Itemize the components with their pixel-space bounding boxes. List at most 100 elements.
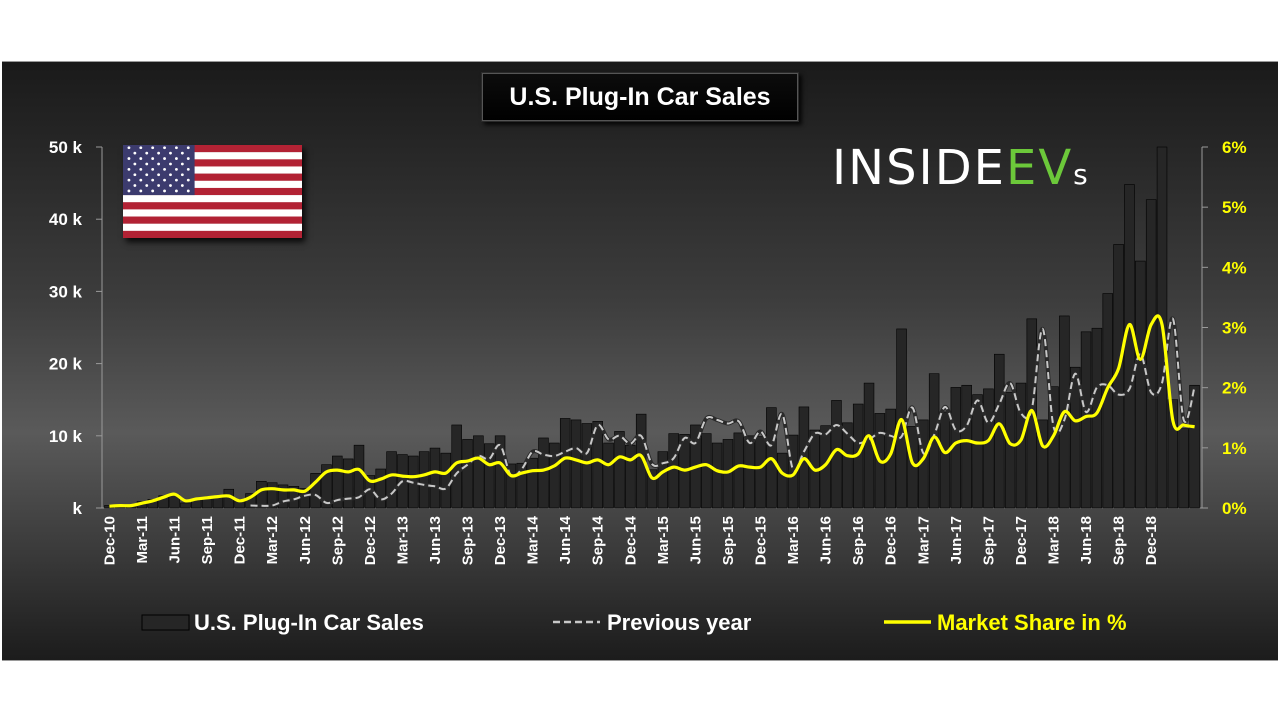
sales-bar [907, 426, 918, 509]
flag-star [169, 184, 172, 187]
flag-star [145, 173, 149, 177]
flag-star [175, 157, 178, 160]
sales-bar [657, 451, 669, 509]
flag-star [186, 189, 190, 193]
flag-star [151, 146, 155, 150]
flag-star [133, 173, 137, 177]
flag-star [127, 157, 131, 160]
flag-star [180, 151, 184, 155]
flag-star [169, 151, 172, 155]
x-tick-label: Dec-15 [753, 516, 770, 565]
x-tick-label: Jun-14 [557, 515, 574, 564]
sales-bar [505, 463, 517, 509]
sales-bar [1004, 392, 1016, 509]
sales-bar [527, 457, 538, 509]
sales-bar [635, 413, 647, 509]
x-tick-label: Jun-15 [687, 516, 704, 564]
flag-star [157, 173, 161, 177]
flag-stripe [123, 159, 302, 167]
sales-bar [1069, 366, 1081, 509]
left-tick-label: 30 k [49, 282, 83, 301]
sales-bar [603, 442, 614, 509]
sales-bar [321, 464, 332, 509]
left-tick-label: 20 k [49, 355, 83, 374]
sales-bar [842, 422, 853, 509]
flag-star [139, 178, 143, 182]
x-tick-label: Dec-12 [362, 516, 379, 565]
flag-star [127, 178, 131, 182]
flag-star [163, 146, 166, 150]
flag-star [127, 189, 131, 193]
right-tick-label: 1% [1222, 439, 1247, 458]
right-tick-label: 2% [1222, 379, 1247, 398]
flag-star [180, 173, 184, 177]
sales-bar [473, 435, 484, 509]
x-tick-label: Dec-18 [1143, 516, 1160, 565]
sales-bar [668, 433, 679, 509]
x-tick-label: Sep-11 [199, 516, 216, 564]
sales-bar [755, 436, 766, 509]
left-tick-label: k [73, 499, 83, 518]
flag-stripe [123, 230, 302, 238]
sales-bar [646, 469, 658, 509]
sales-bar [1189, 384, 1200, 509]
sales-bar [1167, 399, 1179, 509]
sales-bar [972, 394, 983, 509]
flag-star [186, 157, 190, 160]
sales-bar [711, 442, 723, 509]
legend-label-market-share: Market Share in % [937, 610, 1127, 635]
x-tick-label: Sep-18 [1111, 516, 1128, 565]
sales-bar [462, 439, 473, 509]
flag-star [145, 151, 149, 155]
x-tick-label: Mar-14 [525, 515, 542, 564]
sales-bar [538, 437, 549, 509]
left-tick-label: 10 k [49, 427, 83, 446]
legend-bar-swatch [141, 614, 190, 631]
sales-bar [310, 473, 321, 509]
x-tick-label: Jun-16 [818, 516, 835, 564]
flag-star [151, 189, 155, 193]
sales-bar [1124, 184, 1135, 509]
sales-bar [1145, 199, 1157, 509]
previous-year-line [250, 317, 1196, 507]
sales-bar [592, 421, 603, 509]
flag-star [139, 146, 143, 150]
sales-bar [961, 384, 972, 509]
sales-bar [429, 447, 441, 509]
flag-star [157, 184, 161, 187]
flag-star [175, 178, 178, 182]
legend-label-sales: U.S. Plug-In Car Sales [194, 610, 424, 635]
sales-bar [744, 435, 755, 509]
x-tick-label: Jun-12 [297, 516, 314, 564]
sales-bar [1178, 428, 1189, 509]
flag-star [186, 146, 190, 150]
sales-bar [1048, 386, 1059, 509]
flag-stripe [123, 202, 302, 210]
x-tick-label: Dec-11 [232, 516, 249, 564]
sales-bar [342, 458, 354, 509]
flag-star [163, 178, 166, 182]
sales-bar [559, 418, 571, 509]
flag-stripe [123, 187, 302, 196]
sales-bar [939, 411, 951, 509]
bar-series [104, 146, 1200, 509]
x-tick-label: Mar-15 [655, 516, 672, 564]
sales-bar [776, 452, 788, 509]
sales-bar [484, 443, 495, 509]
sales-bar [549, 442, 560, 509]
sales-bar [614, 431, 625, 509]
sales-bar [180, 502, 191, 509]
left-tick-label: 40 k [49, 210, 83, 229]
insideevs-logo: INSIDEEVs [832, 140, 1090, 196]
sales-bar [570, 419, 582, 509]
sales-bar [983, 388, 994, 509]
sales-bar [625, 444, 636, 509]
sales-bar [516, 462, 528, 509]
legend: U.S. Plug-In Car Sales Previous year Marke… [141, 610, 1127, 635]
flag-star [180, 162, 184, 166]
sales-bar [332, 455, 343, 509]
right-tick-label: 0% [1222, 499, 1247, 518]
sales-bar [733, 432, 745, 509]
sales-bar [201, 498, 213, 509]
